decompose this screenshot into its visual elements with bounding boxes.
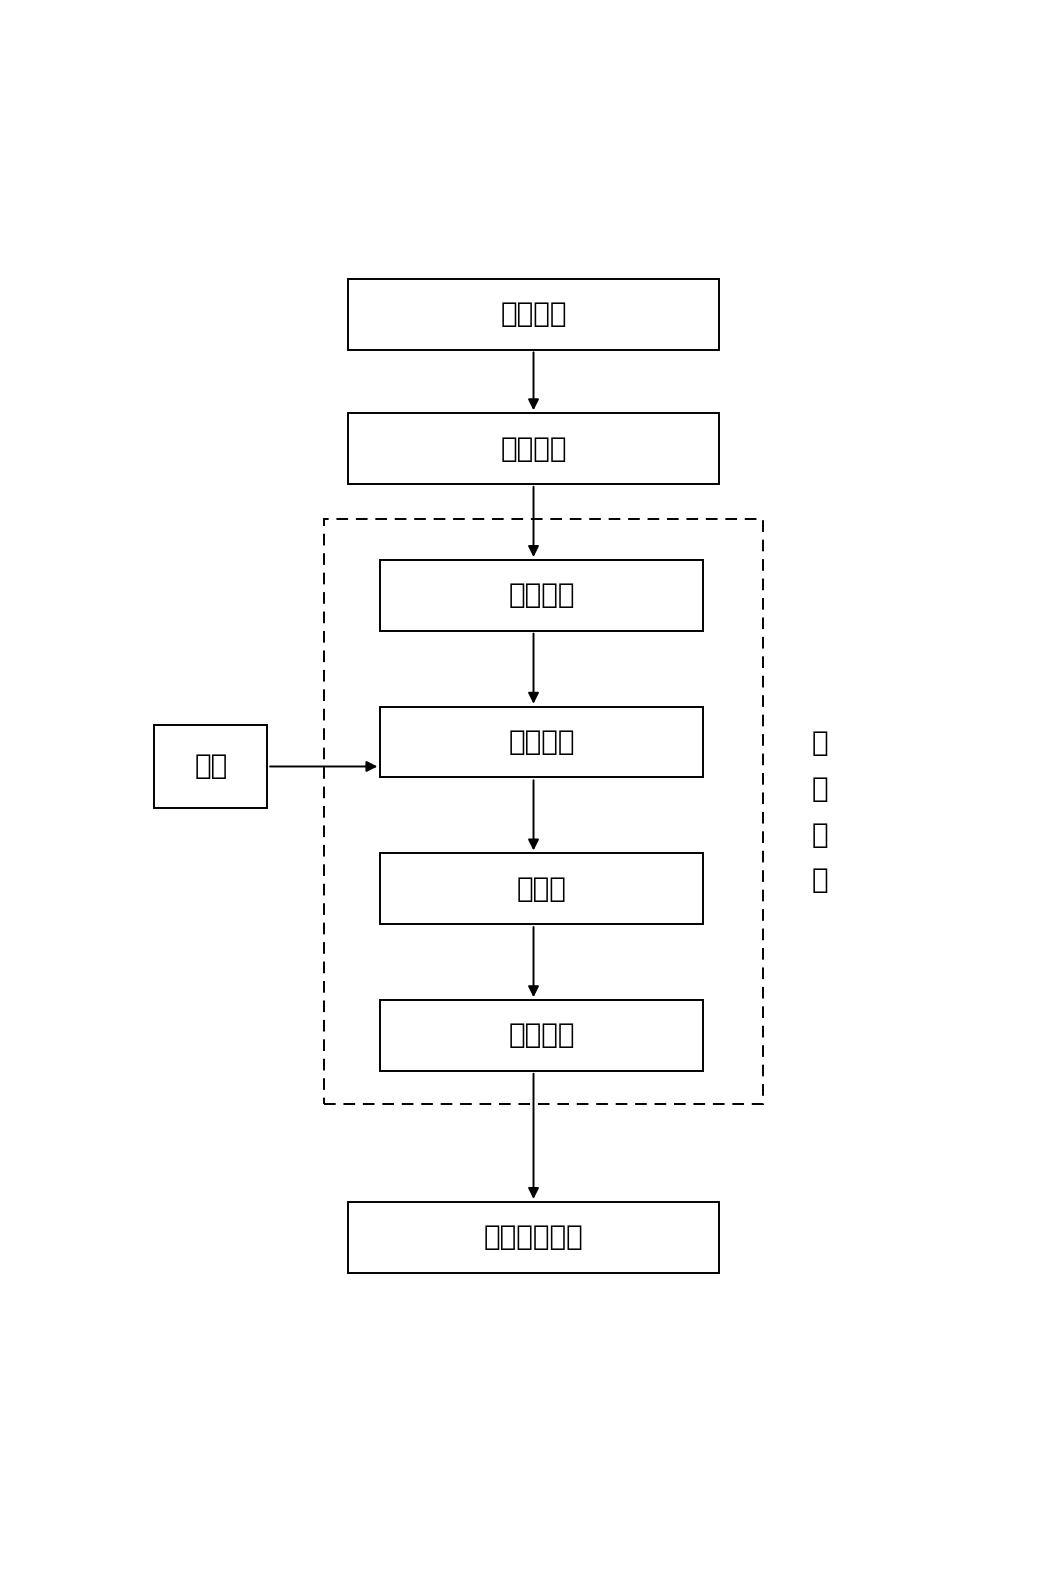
Bar: [380, 1000, 703, 1070]
Bar: [380, 561, 703, 630]
Text: 轨迹插补: 轨迹插补: [508, 727, 575, 756]
Text: 控制层: 控制层: [516, 875, 566, 902]
Bar: [380, 853, 703, 924]
Bar: [380, 707, 703, 778]
Text: 脉冲输出: 脉冲输出: [508, 1021, 575, 1050]
Text: 命令: 命令: [195, 753, 227, 780]
Text: 运
动
模
块: 运 动 模 块: [812, 729, 829, 894]
Text: 指令解析: 指令解析: [501, 435, 566, 462]
Bar: [348, 413, 719, 484]
Text: 伺服控制模块: 伺服控制模块: [484, 1223, 583, 1251]
Bar: [348, 278, 719, 349]
Bar: [348, 1202, 719, 1272]
Text: 轨迹规划: 轨迹规划: [508, 581, 575, 610]
Text: 轨迹示教: 轨迹示教: [501, 300, 566, 329]
Bar: [324, 519, 763, 1104]
Bar: [154, 724, 268, 808]
